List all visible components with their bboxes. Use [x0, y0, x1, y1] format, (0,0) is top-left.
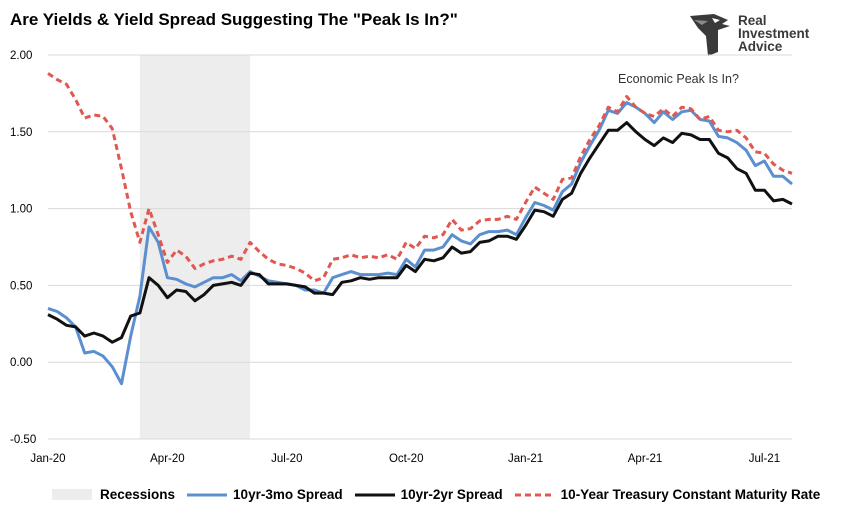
recession-band	[139, 55, 251, 439]
legend-label-10yr-treasury: 10-Year Treasury Constant Maturity Rate	[560, 487, 821, 502]
series-line-10yr-2yr-spread	[47, 121, 793, 344]
x-tick-label: Jul-20	[271, 453, 302, 465]
legend-label-10yr-3mo: 10yr-3mo Spread	[233, 487, 343, 502]
legend-item-10yr-2yr: 10yr-2yr Spread	[354, 487, 503, 502]
legend-item-recessions: Recessions	[52, 487, 175, 502]
y-tick-label: 1.50	[10, 127, 32, 139]
y-tick-label: 0.00	[10, 357, 32, 369]
x-tick-label: Oct-20	[389, 453, 424, 465]
eagle-icon	[690, 14, 730, 56]
y-tick-label: -0.50	[10, 434, 36, 446]
legend-item-10yr-treasury: 10-Year Treasury Constant Maturity Rate	[514, 487, 821, 502]
brand-name: Real Investment Advice	[738, 13, 810, 54]
x-tick-label: Jan-21	[508, 453, 543, 465]
legend: Recessions 10yr-3mo Spread 10yr-2yr Spre…	[52, 487, 832, 502]
brand-logo: Real Investment Advice	[688, 12, 838, 58]
series-line-10yr-3mo-spread	[47, 101, 793, 386]
x-tick-label: Apr-20	[150, 453, 185, 465]
chart-title: Are Yields & Yield Spread Suggesting The…	[10, 10, 458, 29]
legend-item-10yr-3mo: 10yr-3mo Spread	[187, 487, 343, 502]
x-tick-label: Jul-21	[749, 453, 780, 465]
y-tick-label: 0.50	[10, 280, 32, 292]
legend-swatch-10yr-treasury	[514, 493, 555, 496]
brand-line-1: Real	[738, 13, 767, 28]
line-chart: 2.00 1.50 1.00 0.50 0.00 -0.50 Jan-20 Apr-20 Jul…	[10, 50, 793, 465]
legend-label-10yr-2yr: 10yr-2yr Spread	[400, 487, 503, 502]
x-tick-label: Jan-20	[30, 453, 65, 465]
legend-label-recessions: Recessions	[100, 487, 176, 502]
y-tick-label: 1.00	[10, 204, 32, 216]
annotation-label: Economic Peak Is In?	[618, 72, 739, 86]
series-line-10-year-treasury-constant-maturity-rate	[47, 72, 793, 283]
brand-line-3: Advice	[738, 39, 783, 54]
y-tick-label: 2.00	[10, 50, 32, 62]
x-tick-label: Apr-21	[628, 453, 663, 465]
legend-swatch-10yr-3mo	[187, 493, 228, 496]
brand-line-2: Investment	[738, 26, 810, 41]
legend-swatch-recessions	[52, 489, 92, 500]
legend-swatch-10yr-2yr	[354, 493, 395, 496]
